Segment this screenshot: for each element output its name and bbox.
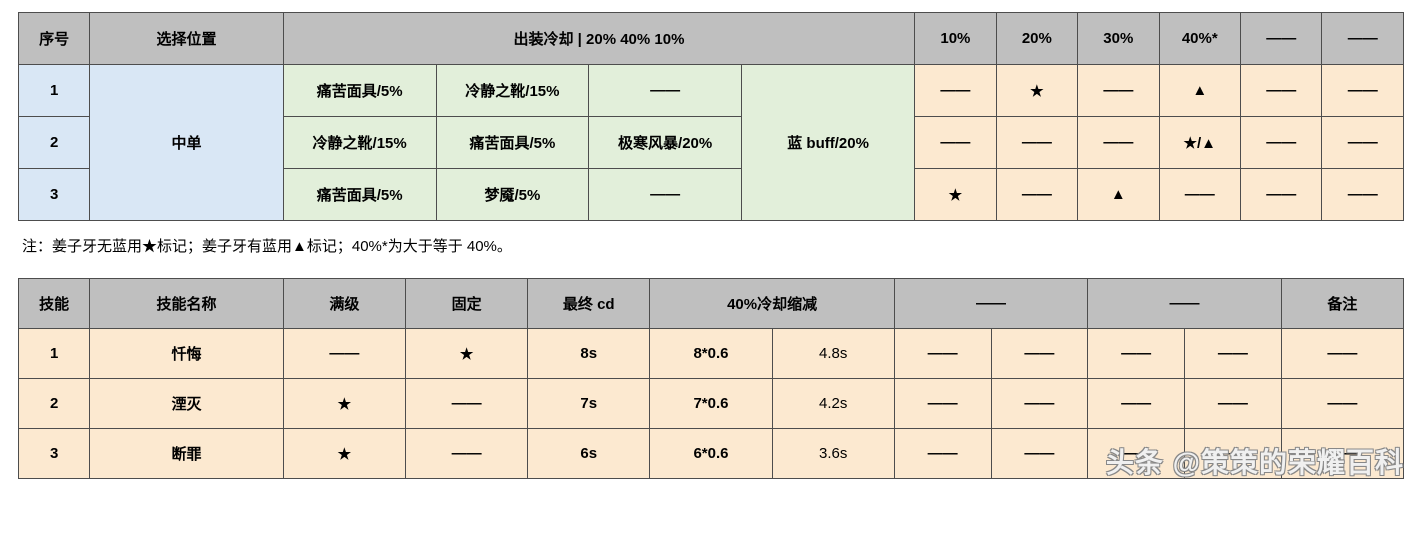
- col-build: 出装冷却 | 20% 40% 10%: [283, 13, 914, 65]
- col-skill: 技能: [19, 279, 90, 329]
- col-10: 10%: [915, 13, 996, 65]
- cell: ——: [1281, 379, 1403, 429]
- item-cell: 痛苦面具/5%: [436, 117, 589, 169]
- build-cooldown-table: 序号 选择位置 出装冷却 | 20% 40% 10% 10% 20% 30% 4…: [18, 12, 1404, 221]
- seq-cell: 2: [19, 117, 90, 169]
- skill-name: 湮灭: [90, 379, 283, 429]
- mark-cell: ——: [996, 117, 1077, 169]
- mark-cell: ——: [915, 117, 996, 169]
- item-cell: 痛苦面具/5%: [283, 169, 436, 221]
- skill-cooldown-table: 技能 技能名称 满级 固定 最终 cd 40%冷却缩减 —— —— 备注 1 忏…: [18, 278, 1404, 479]
- col-20: 20%: [996, 13, 1077, 65]
- mark-cell: ★: [996, 65, 1077, 117]
- mark-cell: ▲: [1078, 169, 1159, 221]
- skill-id: 3: [19, 429, 90, 479]
- item-cell: 梦魇/5%: [436, 169, 589, 221]
- col-blank: ——: [1088, 279, 1281, 329]
- col-seq: 序号: [19, 13, 90, 65]
- position-cell: 中单: [90, 65, 283, 221]
- item-cell: ——: [589, 169, 742, 221]
- mark-cell: ——: [1322, 65, 1404, 117]
- table1-row-1: 1 中单 痛苦面具/5% 冷静之靴/15% —— 蓝 buff/20% —— ★…: [19, 65, 1404, 117]
- mark-cell: ——: [1078, 117, 1159, 169]
- seq-cell: 3: [19, 169, 90, 221]
- table2-header-row: 技能 技能名称 满级 固定 最终 cd 40%冷却缩减 —— —— 备注: [19, 279, 1404, 329]
- cell: ——: [283, 329, 405, 379]
- cell: ——: [1088, 429, 1185, 479]
- mark-cell: ——: [1241, 169, 1322, 221]
- mark-cell: ★: [915, 169, 996, 221]
- cell: 8*0.6: [650, 329, 772, 379]
- cell: ——: [405, 379, 527, 429]
- item-cell: 冷静之靴/15%: [283, 117, 436, 169]
- skill-id: 2: [19, 379, 90, 429]
- mark-cell: ★/▲: [1159, 117, 1240, 169]
- mark-cell: ——: [1078, 65, 1159, 117]
- cell: ——: [991, 329, 1088, 379]
- cell: ——: [1184, 329, 1281, 379]
- mark-cell: ——: [915, 65, 996, 117]
- mark-cell: ——: [1159, 169, 1240, 221]
- col-blank: ——: [894, 279, 1087, 329]
- item-bluebuff-cell: 蓝 buff/20%: [742, 65, 915, 221]
- cell: ——: [1281, 429, 1403, 479]
- cell: ——: [1184, 429, 1281, 479]
- mark-cell: ▲: [1159, 65, 1240, 117]
- cell: ——: [991, 379, 1088, 429]
- cell: ——: [405, 429, 527, 479]
- col-blank1: ——: [1241, 13, 1322, 65]
- col-40reduction: 40%冷却缩减: [650, 279, 894, 329]
- cell: ——: [991, 429, 1088, 479]
- mark-cell: ——: [1241, 65, 1322, 117]
- cell: ★: [283, 379, 405, 429]
- cell: ——: [894, 429, 991, 479]
- cell: 4.2s: [772, 379, 894, 429]
- cell: ★: [283, 429, 405, 479]
- table1-header-row: 序号 选择位置 出装冷却 | 20% 40% 10% 10% 20% 30% 4…: [19, 13, 1404, 65]
- table2-row-3: 3 断罪 ★ —— 6s 6*0.6 3.6s —— —— —— —— ——: [19, 429, 1404, 479]
- cell: ——: [1281, 329, 1403, 379]
- mark-cell: ——: [1322, 169, 1404, 221]
- item-cell: 痛苦面具/5%: [283, 65, 436, 117]
- skill-name: 断罪: [90, 429, 283, 479]
- table2-row-1: 1 忏悔 —— ★ 8s 8*0.6 4.8s —— —— —— —— ——: [19, 329, 1404, 379]
- cell: ——: [894, 379, 991, 429]
- col-40: 40%*: [1159, 13, 1240, 65]
- col-30: 30%: [1078, 13, 1159, 65]
- footnote: 注：姜子牙无蓝用★标记；姜子牙有蓝用▲标记；40%*为大于等于 40%。: [22, 235, 1404, 256]
- cell: 4.8s: [772, 329, 894, 379]
- cell: 7*0.6: [650, 379, 772, 429]
- seq-cell: 1: [19, 65, 90, 117]
- item-cell: ——: [589, 65, 742, 117]
- item-cell: 极寒风暴/20%: [589, 117, 742, 169]
- cell: ★: [405, 329, 527, 379]
- item-cell: 冷静之靴/15%: [436, 65, 589, 117]
- cell: ——: [1184, 379, 1281, 429]
- col-blank2: ——: [1322, 13, 1404, 65]
- mark-cell: ——: [1322, 117, 1404, 169]
- col-remark: 备注: [1281, 279, 1403, 329]
- cell: 7s: [528, 379, 650, 429]
- cell: 6s: [528, 429, 650, 479]
- cell: 6*0.6: [650, 429, 772, 479]
- cell: ——: [1088, 329, 1185, 379]
- cell: ——: [894, 329, 991, 379]
- skill-id: 1: [19, 329, 90, 379]
- cell: 3.6s: [772, 429, 894, 479]
- cell: ——: [1088, 379, 1185, 429]
- col-position: 选择位置: [90, 13, 283, 65]
- col-skill-name: 技能名称: [90, 279, 283, 329]
- cell: 8s: [528, 329, 650, 379]
- table2-row-2: 2 湮灭 ★ —— 7s 7*0.6 4.2s —— —— —— —— ——: [19, 379, 1404, 429]
- col-finalcd: 最终 cd: [528, 279, 650, 329]
- col-fixed: 固定: [405, 279, 527, 329]
- mark-cell: ——: [1241, 117, 1322, 169]
- col-max: 满级: [283, 279, 405, 329]
- mark-cell: ——: [996, 169, 1077, 221]
- skill-name: 忏悔: [90, 329, 283, 379]
